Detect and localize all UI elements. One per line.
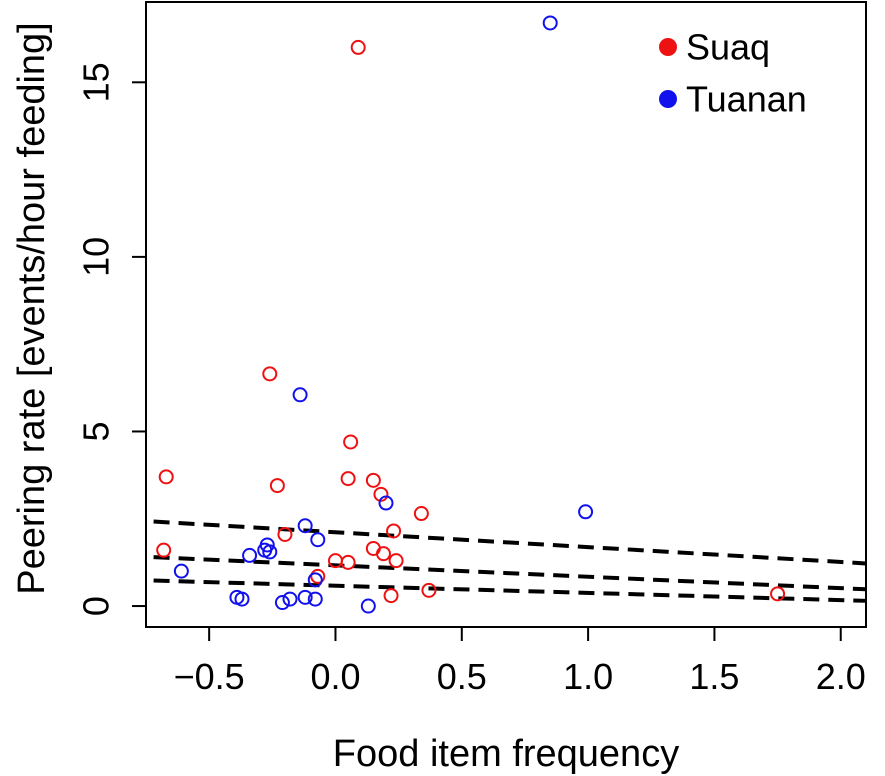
tuanan-point (274, 595, 290, 611)
suaq-legend-marker (659, 38, 677, 56)
dashed-fit-middle-line (153, 555, 867, 592)
tuanan-point (307, 591, 323, 607)
tuanan-point (578, 504, 594, 520)
suaq-point (262, 366, 278, 382)
y-tick-label: 15 (76, 62, 117, 102)
dashed-fit-lower-line (153, 578, 867, 603)
tuanan-point (282, 591, 298, 607)
data-points (156, 15, 786, 614)
suaq-point (156, 542, 172, 558)
x-axis: −0.5 0.0 0.5 1.0 1.5 2.0 (174, 627, 866, 697)
y-tick-label: 0 (76, 596, 117, 616)
tuanan-point (262, 544, 278, 560)
suaq-point (340, 471, 356, 487)
tuanan-point (292, 387, 308, 403)
x-tick-label: 1.0 (563, 656, 613, 697)
x-tick-label: 0.5 (437, 656, 487, 697)
suaq-point (310, 568, 326, 584)
x-tick-label: −0.5 (174, 656, 245, 697)
suaq-point (770, 586, 786, 602)
tuanan-point (542, 15, 558, 31)
suaq-point (158, 469, 174, 485)
suaq-point (413, 506, 429, 522)
suaq-point (277, 526, 293, 542)
tuanan-point (242, 547, 258, 563)
suaq-point (388, 553, 404, 569)
x-tick-label: 1.5 (689, 656, 739, 697)
plot-frame (145, 1, 867, 628)
suaq-point (383, 588, 399, 604)
tuanan-point (378, 495, 394, 511)
tuanan-point (297, 518, 313, 534)
suaq-point (386, 523, 402, 539)
suaq-point (350, 39, 366, 55)
tuanan-legend-label: Tuanan (686, 79, 807, 120)
suaq-point (343, 434, 359, 450)
tuanan-point (173, 563, 189, 579)
x-tick-label: 0.0 (310, 656, 360, 697)
tuanan-legend-marker (659, 90, 677, 108)
tuanan-point (310, 532, 326, 548)
y-axis-title: Peering rate [events/hour feeding] (11, 22, 53, 595)
tuanan-point (234, 591, 250, 607)
x-axis-title: Food item frequency (333, 733, 679, 775)
x-tick-label: 2.0 (816, 656, 866, 697)
tuanan-point (307, 572, 323, 588)
dashed-fit-upper-line (153, 519, 867, 566)
fit-lines (153, 519, 867, 603)
tuanan-point (360, 598, 376, 614)
tuanan-point (297, 589, 313, 605)
legend: Suaq Tuanan (659, 27, 807, 120)
suaq-point (340, 554, 356, 570)
suaq-point (365, 472, 381, 488)
suaq-point (421, 582, 437, 598)
suaq-point (269, 478, 285, 494)
suaq-legend-label: Suaq (686, 27, 770, 68)
y-tick-label: 5 (76, 421, 117, 441)
y-tick-label: 10 (76, 237, 117, 277)
y-axis: 0 5 10 15 (76, 62, 146, 616)
suaq-point (375, 546, 391, 562)
